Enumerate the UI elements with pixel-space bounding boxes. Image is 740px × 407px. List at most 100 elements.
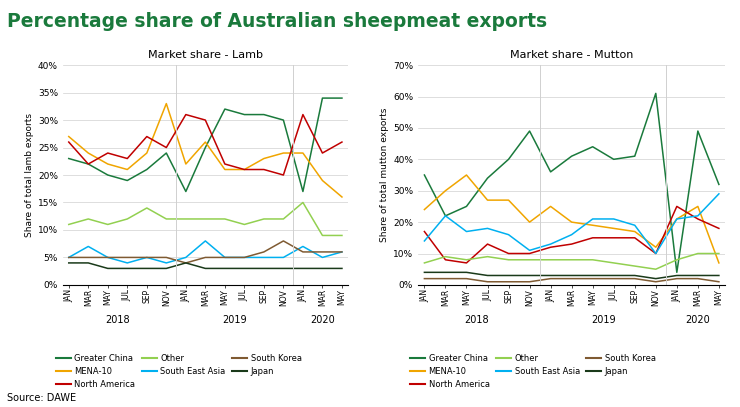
South Korea: [483, 279, 492, 284]
South East Asia: [142, 255, 151, 260]
Greater China: [240, 112, 249, 117]
South Korea: [673, 276, 682, 281]
North America: [84, 162, 92, 166]
MENA-10: [104, 162, 112, 166]
South Korea: [462, 276, 471, 281]
Greater China: [279, 118, 288, 123]
Japan: [673, 273, 682, 278]
Other: [84, 217, 92, 221]
Japan: [104, 266, 112, 271]
MENA-10: [181, 162, 190, 166]
Greater China: [630, 154, 639, 159]
Other: [337, 233, 346, 238]
MENA-10: [714, 260, 723, 265]
MENA-10: [483, 198, 492, 203]
MENA-10: [673, 217, 682, 221]
Japan: [142, 266, 151, 271]
Other: [279, 217, 288, 221]
Japan: [588, 273, 597, 278]
Other: [546, 257, 555, 262]
Other: [64, 222, 73, 227]
Greater China: [693, 129, 702, 133]
North America: [462, 260, 471, 265]
North America: [504, 251, 513, 256]
South Korea: [441, 276, 450, 281]
Japan: [240, 266, 249, 271]
Line: MENA-10: MENA-10: [425, 175, 719, 263]
North America: [441, 257, 450, 262]
Other: [181, 217, 190, 221]
South East Asia: [181, 255, 190, 260]
Greater China: [609, 157, 618, 162]
Other: [673, 257, 682, 262]
Greater China: [201, 145, 210, 150]
Japan: [609, 273, 618, 278]
South East Asia: [483, 226, 492, 231]
Greater China: [525, 129, 534, 133]
MENA-10: [279, 151, 288, 155]
Text: 2018: 2018: [465, 315, 489, 326]
South East Asia: [123, 260, 132, 265]
Line: Other: Other: [69, 202, 342, 235]
South East Asia: [588, 217, 597, 221]
Other: [714, 251, 723, 256]
MENA-10: [588, 223, 597, 228]
North America: [567, 242, 576, 247]
South East Asia: [504, 232, 513, 237]
Line: Other: Other: [425, 254, 719, 269]
Legend: Greater China, MENA-10, North America, Other, South East Asia, South Korea, Japa: Greater China, MENA-10, North America, O…: [53, 350, 305, 393]
MENA-10: [651, 245, 660, 249]
Japan: [693, 273, 702, 278]
MENA-10: [462, 173, 471, 177]
North America: [420, 229, 429, 234]
South Korea: [84, 255, 92, 260]
Japan: [318, 266, 327, 271]
Other: [221, 217, 229, 221]
South Korea: [588, 276, 597, 281]
Japan: [462, 270, 471, 275]
South East Asia: [420, 239, 429, 243]
Greater China: [420, 173, 429, 177]
Line: Greater China: Greater China: [69, 98, 342, 191]
Greater China: [483, 176, 492, 181]
Japan: [162, 266, 171, 271]
Greater China: [504, 157, 513, 162]
MENA-10: [221, 167, 229, 172]
South East Asia: [64, 255, 73, 260]
South East Asia: [318, 255, 327, 260]
Japan: [714, 273, 723, 278]
South East Asia: [201, 239, 210, 243]
Other: [104, 222, 112, 227]
Greater China: [567, 154, 576, 159]
South East Asia: [84, 244, 92, 249]
Greater China: [181, 189, 190, 194]
South Korea: [630, 276, 639, 281]
MENA-10: [123, 167, 132, 172]
Line: Greater China: Greater China: [425, 93, 719, 272]
North America: [546, 245, 555, 249]
Japan: [181, 260, 190, 265]
South Korea: [318, 249, 327, 254]
Other: [201, 217, 210, 221]
South Korea: [221, 255, 229, 260]
Greater China: [142, 167, 151, 172]
North America: [64, 140, 73, 144]
South Korea: [525, 279, 534, 284]
Greater China: [260, 112, 269, 117]
Greater China: [64, 156, 73, 161]
Other: [588, 257, 597, 262]
Japan: [483, 273, 492, 278]
MENA-10: [318, 178, 327, 183]
Japan: [420, 270, 429, 275]
Japan: [567, 273, 576, 278]
Other: [609, 260, 618, 265]
South Korea: [104, 255, 112, 260]
Other: [162, 217, 171, 221]
South East Asia: [651, 251, 660, 256]
Line: North America: North America: [425, 206, 719, 263]
MENA-10: [420, 207, 429, 212]
South Korea: [714, 279, 723, 284]
North America: [714, 226, 723, 231]
South East Asia: [462, 229, 471, 234]
MENA-10: [240, 167, 249, 172]
